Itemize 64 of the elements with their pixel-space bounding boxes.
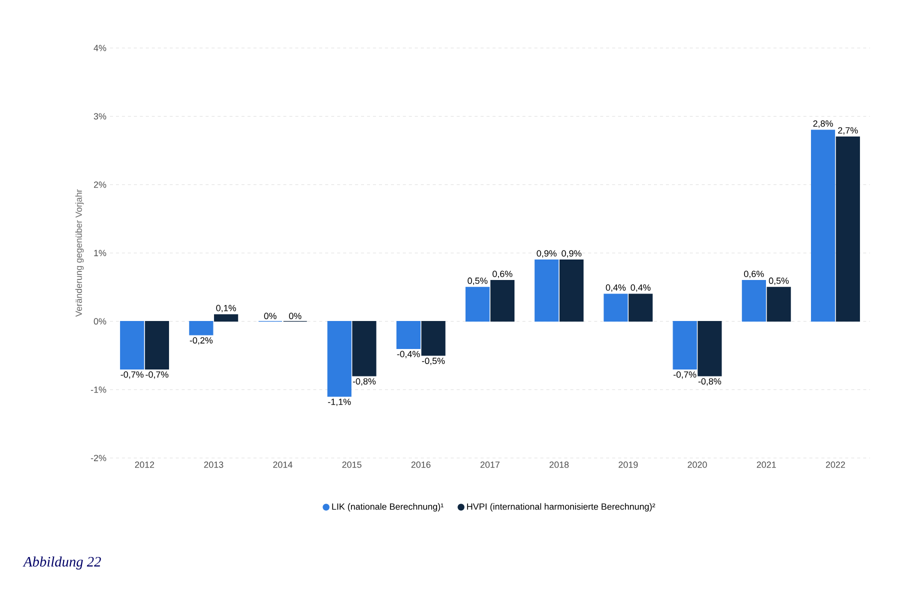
data-label: 0,5% (768, 278, 789, 285)
y-tick-label: 1% (94, 250, 106, 256)
bar (604, 294, 628, 322)
y-tick-label: 4% (94, 44, 106, 52)
x-tick-label: 2021 (756, 462, 776, 468)
data-label: -0,7% (146, 371, 168, 379)
x-tick-label: 2018 (550, 462, 569, 468)
data-label: 0,4% (630, 284, 651, 292)
bar (327, 321, 352, 397)
bar (189, 321, 214, 336)
data-label: 0,4% (606, 284, 626, 292)
x-tick-label: 2013 (204, 462, 224, 468)
data-label: 0% (264, 312, 276, 320)
data-label: -0,8% (352, 378, 376, 386)
data-label: 0% (289, 312, 302, 320)
data-label: 0,1% (216, 304, 236, 312)
data-label: 0,6% (744, 270, 764, 278)
bar (490, 280, 514, 322)
bar (766, 286, 791, 322)
bar (396, 321, 421, 349)
x-tick-label: 2016 (411, 462, 430, 468)
x-tick-label: 2020 (688, 462, 707, 468)
data-label: -0,7% (120, 371, 144, 379)
data-label: 0,5% (468, 278, 488, 285)
x-tick-label: 2019 (618, 462, 638, 468)
bar (144, 321, 170, 370)
x-tick-label: 2012 (135, 462, 154, 468)
bar (836, 136, 860, 322)
text: Abbildung 22 (22, 556, 101, 570)
data-label: -0,7% (674, 371, 696, 379)
bar (810, 130, 836, 322)
bar (672, 321, 697, 370)
data-label: 0,9% (536, 250, 557, 258)
bar (352, 321, 376, 376)
x-tick-label: 2014 (273, 462, 292, 468)
y-axis-title: Veränderung gegenüber Vorjahr (75, 189, 84, 317)
legend-label: LIK (nationale Berechnung)¹ (332, 503, 444, 512)
y-tick-label: -2% (90, 454, 106, 462)
x-tick-label: 2022 (826, 462, 845, 468)
bar (466, 286, 490, 322)
x-tick-label: 2017 (480, 462, 500, 468)
data-label: -0,4% (397, 350, 420, 358)
x-tick-label: 2015 (342, 462, 362, 468)
bar (214, 314, 238, 322)
bar (421, 321, 446, 356)
data-label: 0,6% (492, 270, 512, 278)
y-tick-label: -1% (90, 386, 106, 393)
bar (559, 260, 584, 322)
bar (534, 260, 559, 322)
data-label: 0,9% (562, 250, 582, 258)
y-tick-label: 0% (94, 318, 106, 325)
bar (698, 321, 722, 376)
data-label: -1,1% (328, 398, 351, 406)
data-label: -0,5% (422, 358, 445, 366)
y-tick-label: 2% (94, 182, 106, 188)
data-label: -0,2% (190, 337, 213, 345)
data-label: 2,8% (813, 120, 833, 128)
y-tick-label: 3% (94, 113, 106, 120)
bar (120, 321, 144, 370)
bar (742, 280, 766, 322)
legend-label: HVPI (international harmonisierte Berechnung)² (467, 503, 656, 512)
data-label: 2,7% (838, 127, 858, 135)
bar (628, 294, 653, 322)
data-label: -0,8% (698, 378, 722, 386)
